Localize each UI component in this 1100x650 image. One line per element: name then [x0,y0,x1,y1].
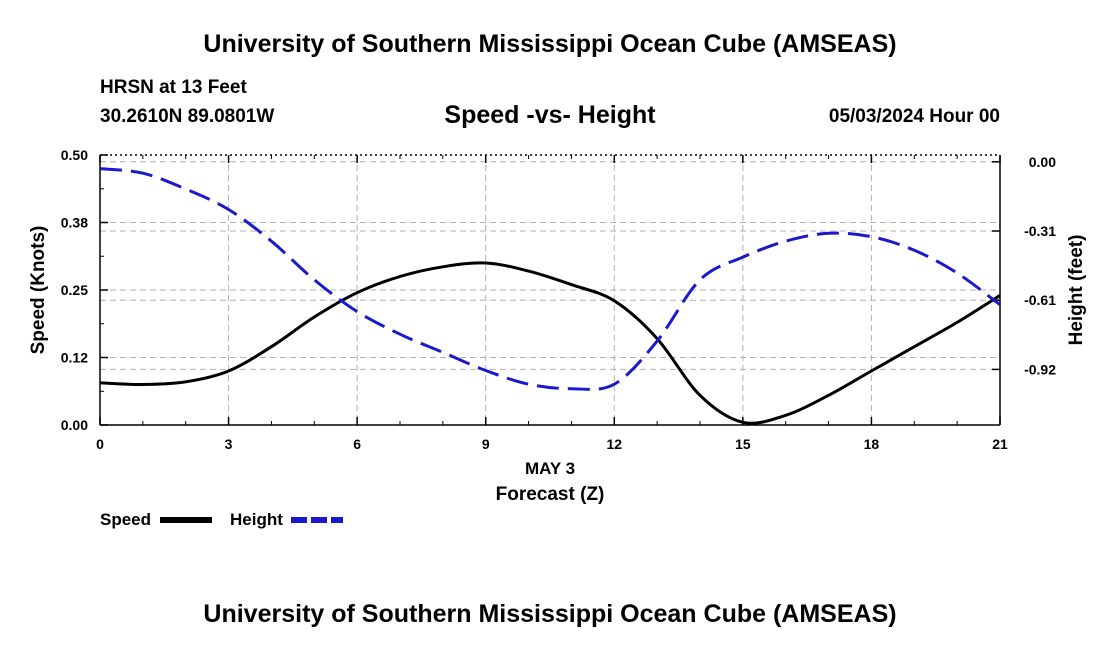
grid-lines [100,155,1000,425]
y2-tick-label: -0.92 [1024,361,1056,377]
forecast-datetime: 05/03/2024 Hour 00 [828,106,1000,127]
station-label: HRSN at 13 Feet [100,77,247,98]
x-tick-label: 9 [482,436,490,452]
chart-axes: 0 3 6 9 12 15 18 21 0.00 0.12 0.25 0.38 0.50 0.00 -0.3… [61,147,1056,452]
y-tick-label: 0.50 [61,147,88,163]
station-coordinates: 30.2610N 89.0801W [100,106,275,127]
legend-speed-swatch [160,517,212,523]
legend-speed-label: Speed [100,510,152,529]
y-tick-label: 0.12 [61,350,88,366]
series-line-height [99,167,1001,391]
chart-series [99,167,1001,425]
x-tick-label: 3 [225,436,233,452]
x-axis-label: Forecast (Z) [496,484,605,505]
y2-tick-label: 0.00 [1029,154,1056,170]
y-tick-label: 0.00 [61,417,88,433]
y-tick-label: 0.25 [61,282,88,298]
x-tick-label: 6 [353,436,361,452]
series-line-speed [99,261,1001,425]
x-tick-label: 12 [606,436,622,452]
chart-subtitle: Speed -vs- Height [444,101,656,129]
x-axis-date-label: MAY 3 [525,459,575,478]
x-tick-label: 0 [96,436,104,452]
footer-title: University of Southern Mississippi Ocean… [203,600,897,628]
y2-axis-label: Height (feet) [1066,235,1087,346]
x-tick-label: 18 [864,436,880,452]
y2-tick-label: -0.61 [1024,292,1056,308]
x-tick-label: 21 [992,436,1008,452]
x-tick-label: 15 [735,436,751,452]
y-axis-label: Speed (Knots) [28,226,49,355]
y2-tick-label: -0.31 [1024,223,1056,239]
chart-main-title: University of Southern Mississippi Ocean… [203,30,897,58]
legend-height-swatch [291,517,343,523]
y-tick-label: 0.38 [61,215,88,231]
legend-height-label: Height [230,510,283,529]
